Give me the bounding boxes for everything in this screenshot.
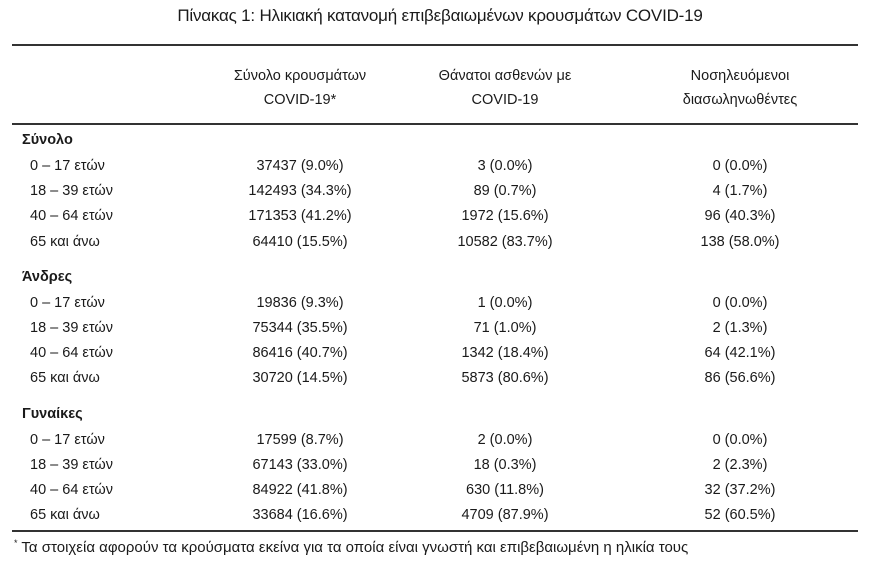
table-cell: 1972 (15.6%) — [461, 208, 549, 225]
table-cell: 4 (1.7%) — [712, 183, 768, 200]
header-line: COVID-19* — [263, 92, 337, 108]
table-cell: 30720 (14.5%) — [252, 370, 348, 387]
group-header: Σύνολο — [0, 128, 880, 154]
table-cell: 64 (42.1%) — [704, 345, 776, 362]
table-row: 65 και άνω 30720 (14.5%) 5873 (80.6%) 86 (5… — [0, 366, 880, 391]
age-group-label: 40 – 64 ετών — [30, 481, 113, 498]
table-row: 65 και άνω 33684 (16.6%) 4709 (87.9%) 52 (6… — [0, 503, 880, 528]
group-header: Άνδρες — [0, 265, 880, 291]
table-row: 18 – 39 ετών 67143 (33.0%) 18 (0.3%) 2 (2.3… — [0, 453, 880, 478]
table-cell: 86 (56.6%) — [704, 370, 776, 387]
table-row: 65 και άνω 64410 (15.5%) 10582 (83.7%) 138 … — [0, 230, 880, 255]
group-label: Γυναίκες — [22, 405, 83, 422]
table-cell: 86416 (40.7%) — [252, 345, 348, 362]
table-row: 0 – 17 ετών 19836 (9.3%) 1 (0.0%) 0 (0.0%) — [0, 291, 880, 316]
table-cell: 138 (58.0%) — [700, 233, 780, 250]
table-cell: 2 (1.3%) — [712, 319, 768, 336]
table-row: 0 – 17 ετών 17599 (8.7%) 2 (0.0%) 0 (0.0%) — [0, 428, 880, 453]
age-group-label: 40 – 64 ετών — [30, 345, 113, 362]
table-cell: 89 (0.7%) — [473, 183, 537, 200]
table-body: Σύνολο 0 – 17 ετών 37437 (9.0%) 3 (0.0%) 0 (… — [0, 128, 880, 528]
header-line: Νοσηλευόμενοι — [690, 68, 790, 84]
table-cell: 4709 (87.9%) — [461, 507, 549, 524]
table-cell: 2 (2.3%) — [712, 456, 768, 473]
age-group-label: 0 – 17 ετών — [30, 158, 105, 174]
age-group-label: 0 – 17 ετών — [30, 294, 105, 311]
column-header-total-cases: Σύνολο κρουσμάτων COVID-19* — [234, 64, 366, 112]
age-group-label: 40 – 64 ετών — [30, 208, 113, 225]
bottom-rule — [12, 530, 858, 532]
header-rule — [12, 123, 858, 125]
table-cell: 32 (37.2%) — [704, 481, 776, 498]
table-title: Πίνακας 1: Ηλικιακή κατανομή επιβεβαιωμέ… — [177, 6, 703, 25]
header-line: διασωληνωθέντες — [682, 92, 798, 108]
table-cell: 84922 (41.8%) — [252, 481, 348, 498]
group-spacer — [0, 255, 880, 265]
age-group-label: 0 – 17 ετών — [30, 431, 105, 448]
table-cell: 71 (1.0%) — [473, 319, 537, 336]
column-header-deaths: Θάνατοι ασθενών με COVID-19 — [439, 64, 572, 112]
table-cell: 171353 (41.2%) — [248, 208, 352, 225]
footnote-text: Τα στοιχεία αφορούν τα κρούσματα εκείνα … — [21, 539, 689, 556]
table-cell: 75344 (35.5%) — [252, 319, 348, 336]
group-spacer — [0, 392, 880, 402]
age-group-label: 65 και άνω — [30, 507, 100, 524]
table-row: 40 – 64 ετών 171353 (41.2%) 1972 (15.6%) 96… — [0, 204, 880, 229]
table-cell: 142493 (34.3%) — [248, 183, 352, 200]
age-group-label: 65 και άνω — [30, 233, 100, 250]
table-row: 40 – 64 ετών 86416 (40.7%) 1342 (18.4%) 64 … — [0, 341, 880, 366]
age-group-label: 18 – 39 ετών — [30, 183, 113, 200]
top-rule — [12, 44, 858, 46]
table-row: 18 – 39 ετών 142493 (34.3%) 89 (0.7%) 4 (1.… — [0, 179, 880, 204]
table-cell: 0 (0.0%) — [712, 294, 768, 311]
table-cell: 37437 (9.0%) — [256, 158, 344, 174]
column-header-intubated: Νοσηλευόμενοι διασωληνωθέντες — [683, 64, 798, 112]
group-header: Γυναίκες — [0, 402, 880, 428]
header-line: Σύνολο κρουσμάτων — [233, 68, 367, 84]
header-line: COVID-19 — [471, 92, 539, 108]
table-cell: 17599 (8.7%) — [256, 431, 344, 448]
table-cell: 33684 (16.6%) — [252, 507, 348, 524]
table-cell: 67143 (33.0%) — [252, 456, 348, 473]
table-cell: 64410 (15.5%) — [252, 233, 348, 250]
table-cell: 10582 (83.7%) — [457, 233, 553, 250]
table-row: 18 – 39 ετών 75344 (35.5%) 71 (1.0%) 2 (1.3… — [0, 316, 880, 341]
table-cell: 1 (0.0%) — [477, 294, 533, 311]
table-cell: 0 (0.0%) — [712, 158, 768, 174]
table-cell: 96 (40.3%) — [704, 208, 776, 225]
footnote-mark: * — [14, 538, 18, 548]
table-cell: 2 (0.0%) — [477, 431, 533, 448]
header-line: Θάνατοι ασθενών με — [438, 68, 572, 84]
group-label: Σύνολο — [22, 132, 73, 148]
footnote: * Τα στοιχεία αφορούν τα κρούσματα εκείν… — [14, 538, 688, 556]
group-label: Άνδρες — [22, 268, 73, 285]
age-group-label: 18 – 39 ετών — [30, 456, 113, 473]
table-cell: 19836 (9.3%) — [256, 294, 344, 311]
table-cell: 5873 (80.6%) — [461, 370, 549, 387]
table-cell: 1342 (18.4%) — [461, 345, 549, 362]
table-cell: 52 (60.5%) — [704, 507, 776, 524]
table-row: 40 – 64 ετών 84922 (41.8%) 630 (11.8%) 32 (… — [0, 478, 880, 503]
table-cell: 3 (0.0%) — [477, 158, 533, 174]
table-cell: 18 (0.3%) — [473, 456, 537, 473]
age-group-label: 65 και άνω — [30, 370, 100, 387]
table-cell: 0 (0.0%) — [712, 431, 768, 448]
table-cell: 630 (11.8%) — [466, 481, 544, 498]
table-row: 0 – 17 ετών 37437 (9.0%) 3 (0.0%) 0 (0.0%) — [0, 154, 880, 179]
age-group-label: 18 – 39 ετών — [30, 319, 113, 336]
